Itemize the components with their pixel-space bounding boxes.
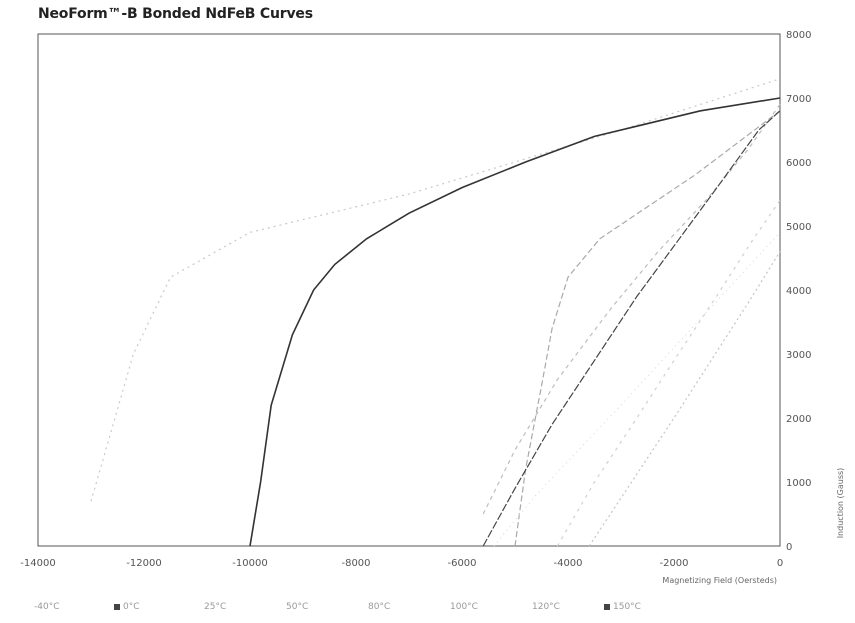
legend-item: -40°C <box>34 602 59 612</box>
series-line-3 <box>514 110 781 547</box>
y-tick-label: 7000 <box>786 94 811 105</box>
series-line-2 <box>482 104 781 515</box>
legend-item: 0°C <box>114 602 140 612</box>
legend-label: 150°C <box>613 602 641 612</box>
x-tick-label: 0 <box>777 558 783 569</box>
y-tick-label: 4000 <box>786 286 811 297</box>
legend-label: 80°C <box>368 602 391 612</box>
x-tick-label: -10000 <box>232 558 267 569</box>
legend-label: -40°C <box>34 602 60 612</box>
legend: -40°C 0°C 25°C 50°C 80°C 100°C 120°C 150°C <box>34 602 674 616</box>
legend-item: 120°C <box>532 602 560 612</box>
y-tick-label: 8000 <box>786 30 811 41</box>
series-line-1 <box>249 97 781 547</box>
legend-swatch <box>114 603 120 610</box>
x-tick-labels: -14000 -12000 -10000 -8000 -6000 -4000 -2000 0 <box>20 558 783 569</box>
x-tick-label: -4000 <box>553 558 582 569</box>
x-tick-label: -14000 <box>20 558 55 569</box>
series-layer <box>90 78 781 547</box>
legend-item: 80°C <box>368 602 390 612</box>
x-tick-label: -8000 <box>341 558 370 569</box>
legend-item: 150°C <box>604 602 641 612</box>
series-line-6 <box>588 251 781 547</box>
x-tick-label: -6000 <box>447 558 476 569</box>
legend-label: 120°C <box>532 602 560 612</box>
plot-frame <box>37 33 781 547</box>
y-tick-label: 1000 <box>786 478 811 489</box>
y-tick-label: 3000 <box>786 350 811 361</box>
legend-label: 25°C <box>204 602 227 612</box>
x-tick-label: -12000 <box>126 558 161 569</box>
y-tick-label: 2000 <box>786 414 811 425</box>
y-tick-labels: 0 1000 2000 3000 4000 5000 6000 7000 8000 <box>786 30 811 553</box>
y-axis-label: Induction (Gauss) <box>836 468 845 539</box>
chart-title: NeoForm™-B Bonded NdFeB Curves <box>38 6 313 22</box>
legend-item: 25°C <box>204 602 226 612</box>
x-tick-label: -2000 <box>659 558 688 569</box>
legend-label: 50°C <box>286 602 309 612</box>
series-line-4 <box>482 110 781 547</box>
legend-item: 50°C <box>286 602 308 612</box>
y-tick-label: 6000 <box>786 158 811 169</box>
y-tick-label: 5000 <box>786 222 811 233</box>
series-line-0 <box>90 78 781 502</box>
legend-item: 100°C <box>450 602 478 612</box>
series-line-7 <box>493 231 781 547</box>
legend-label: 0°C <box>123 602 140 612</box>
x-axis-label: Magnetizing Field (Oersteds) <box>662 576 777 585</box>
series-line-5 <box>556 200 781 547</box>
legend-swatch <box>604 603 610 610</box>
y-tick-label: 0 <box>786 542 792 553</box>
legend-label: 100°C <box>450 602 478 612</box>
